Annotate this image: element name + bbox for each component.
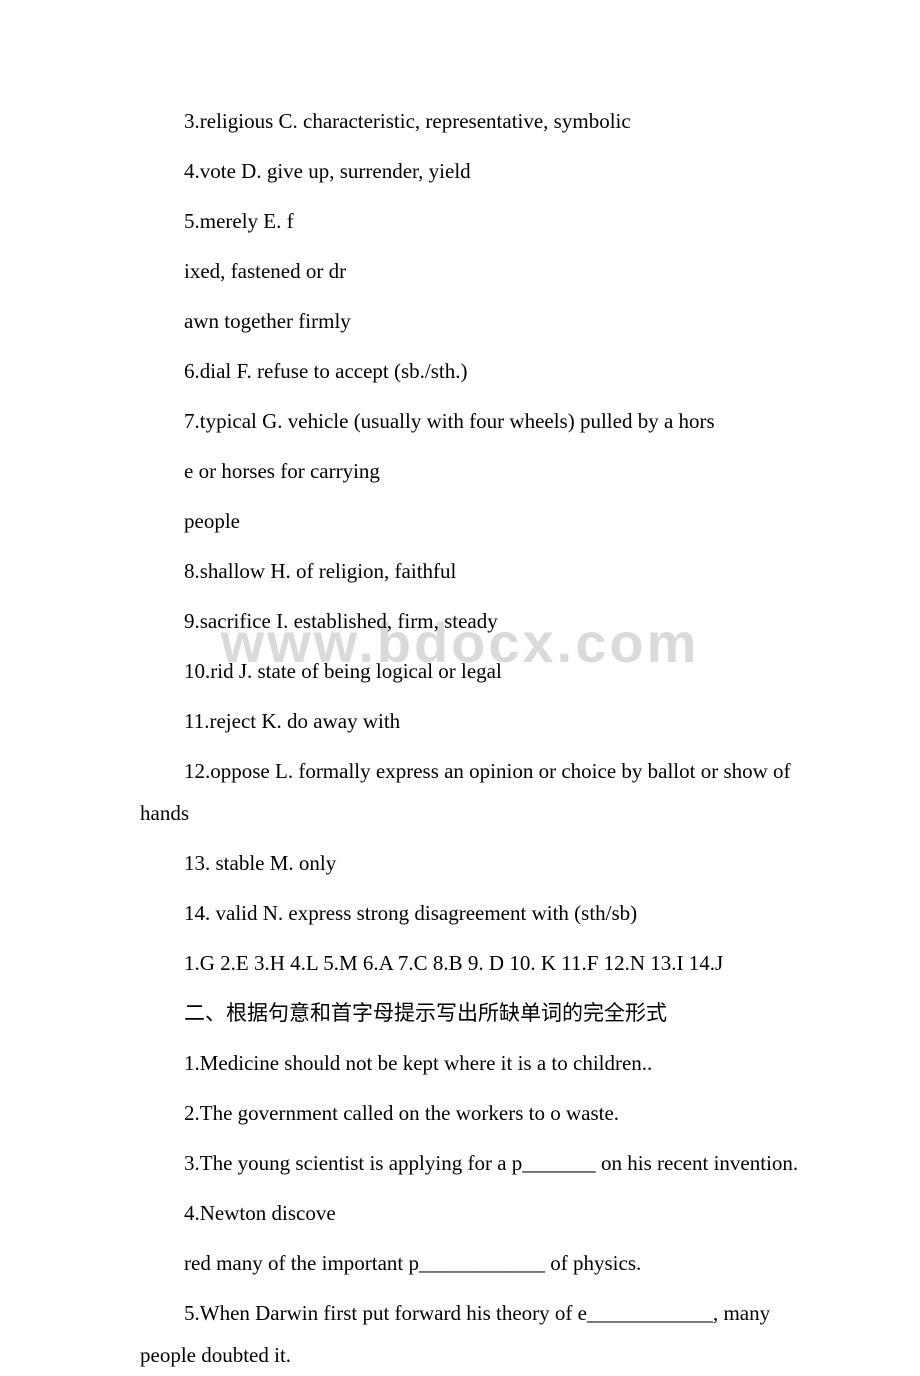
text-line: 6.dial F. refuse to accept (sb./sth.) (140, 350, 820, 392)
text-line: 3.The young scientist is applying for a … (140, 1142, 820, 1184)
text-line: 11.reject K. do away with (140, 700, 820, 742)
text-line: 10.rid J. state of being logical or lega… (140, 650, 820, 692)
text-line: 13. stable M. only (140, 842, 820, 884)
text-line: 9.sacrifice I. established, firm, steady (140, 600, 820, 642)
text-line: 1.Medicine should not be kept where it i… (140, 1042, 820, 1084)
text-line: 3.religious C. characteristic, represent… (140, 100, 820, 142)
text-line: awn together firmly (140, 300, 820, 342)
text-line: 14. valid N. express strong disagreement… (140, 892, 820, 934)
text-line: 2.The government called on the workers t… (140, 1092, 820, 1134)
text-line: e or horses for carrying (140, 450, 820, 492)
text-line: 5.When Darwin first put forward his theo… (140, 1292, 820, 1376)
text-line: 二、根据句意和首字母提示写出所缺单词的完全形式 (140, 992, 820, 1034)
text-line: people (140, 500, 820, 542)
text-line: 4.vote D. give up, surrender, yield (140, 150, 820, 192)
text-line: 7.typical G. vehicle (usually with four … (140, 400, 820, 442)
text-line: 4.Newton discove (140, 1192, 820, 1234)
text-line: 8.shallow H. of religion, faithful (140, 550, 820, 592)
text-line: 1.G 2.E 3.H 4.L 5.M 6.A 7.C 8.B 9. D 10.… (140, 942, 820, 984)
text-line: 5.merely E. f (140, 200, 820, 242)
text-line: red many of the important p____________ … (140, 1242, 820, 1284)
text-line: 12.oppose L. formally express an opinion… (140, 750, 820, 834)
document-content: 3.religious C. characteristic, represent… (140, 100, 820, 1376)
text-line: ixed, fastened or dr (140, 250, 820, 292)
